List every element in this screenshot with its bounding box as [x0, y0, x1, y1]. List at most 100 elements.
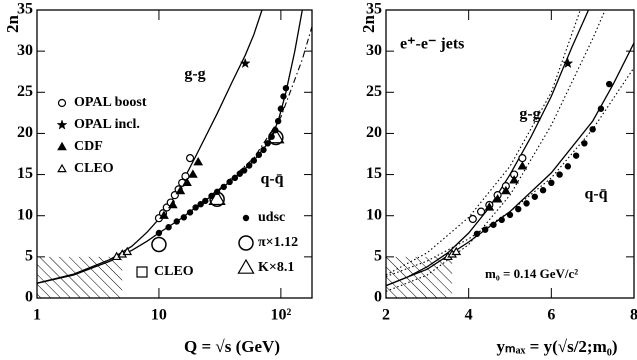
dot-marker — [240, 167, 248, 174]
x-tick-label: 2 — [382, 307, 390, 324]
x-axis-label: Q = √s (GeV) — [184, 337, 280, 356]
hatched-region — [37, 256, 123, 298]
y-tick-label: 15 — [17, 165, 33, 182]
dot-marker — [202, 197, 209, 205]
circle-marker — [476, 207, 486, 216]
legend-label: π×1.12 — [258, 235, 298, 250]
y-tick-label: 25 — [17, 83, 33, 100]
curve — [386, 10, 606, 292]
triangle-marker — [159, 210, 169, 219]
dot-marker — [539, 187, 547, 194]
dot-marker — [473, 230, 481, 238]
x-tick-label: 6 — [547, 307, 555, 324]
x-tick-label: 4 — [465, 307, 473, 324]
dot-marker — [197, 200, 204, 208]
x-tick-label: 10² — [270, 307, 291, 324]
dot-marker — [280, 93, 287, 100]
y-tick-label: 10 — [17, 206, 33, 223]
dot-marker — [581, 140, 588, 147]
dot-marker — [597, 105, 605, 112]
dot-marker — [155, 229, 163, 237]
x-tick-label: 1 — [33, 307, 41, 324]
dot-marker — [236, 170, 243, 177]
dot-marker — [165, 224, 172, 231]
dot-marker — [277, 105, 285, 112]
dot-marker — [250, 157, 258, 164]
plot-frame — [36, 9, 313, 299]
legend-marker — [238, 235, 254, 251]
x-tick-label: 8 — [630, 307, 637, 324]
dot-marker — [260, 146, 267, 154]
triangle-marker — [267, 128, 285, 144]
curve-label: g-g — [519, 106, 540, 123]
triangle-marker — [122, 246, 133, 256]
legend-marker — [57, 163, 67, 173]
triangle-marker — [208, 190, 226, 206]
star-marker — [562, 57, 574, 69]
legend-label: CLEO — [74, 161, 114, 176]
triangle-marker — [492, 194, 503, 203]
circle-marker — [518, 154, 527, 163]
curve-label: q-q̄ — [260, 171, 283, 188]
triangle-marker — [193, 157, 204, 166]
plot-area — [386, 10, 634, 298]
triangle-marker — [517, 161, 528, 170]
dot-marker — [192, 204, 199, 211]
dot-marker — [506, 211, 514, 219]
dot-marker — [226, 178, 233, 186]
y-tick-label: 20 — [366, 124, 382, 141]
dot-marker — [498, 216, 505, 224]
dot-marker — [180, 214, 188, 221]
triangle-marker — [451, 246, 462, 256]
plot-area — [37, 10, 312, 298]
y-tick-label: 15 — [366, 165, 382, 182]
dot-marker — [606, 80, 613, 88]
curve — [37, 10, 263, 284]
dot-marker — [515, 205, 522, 213]
curve — [216, 26, 312, 192]
dot-marker — [186, 209, 194, 216]
circle-marker — [185, 154, 195, 163]
dot-marker — [282, 84, 290, 92]
legend-marker — [57, 141, 67, 151]
circle-marker — [468, 214, 477, 224]
triangle-marker — [188, 169, 198, 178]
legend-marker — [57, 98, 67, 108]
circle-marker — [151, 236, 167, 253]
dot-marker — [231, 174, 239, 182]
legend-label: K×8.1 — [258, 260, 294, 275]
triangle-marker — [167, 199, 178, 209]
legend-square — [136, 266, 148, 278]
circle-marker — [181, 172, 190, 181]
y-tick-label: 0 — [374, 289, 382, 306]
dot-marker — [548, 179, 555, 186]
legend-label: CDF — [74, 139, 103, 154]
legend-label: udsc — [258, 210, 285, 225]
annotation: m₀ = 0.14 GeV/c² — [485, 266, 578, 281]
y-tick-label: 30 — [366, 42, 382, 59]
legend-label: OPAL boost — [74, 95, 147, 110]
dot-marker — [255, 151, 263, 159]
curve-label: q-q̄ — [584, 186, 607, 203]
triangle-marker — [175, 185, 186, 195]
y-tick-label: 35 — [366, 1, 382, 18]
dot-marker — [523, 200, 530, 207]
curve-label: g-g — [184, 66, 205, 83]
region-label: CLEO — [154, 264, 194, 279]
x-axis-label: yₘₐₓ = y(√s/2;m₀) — [496, 337, 617, 356]
dot-marker — [220, 183, 227, 191]
y-axis-label: 2n — [3, 14, 22, 33]
y-tick-label: 5 — [25, 248, 33, 265]
x-tick-label: 10 — [151, 307, 167, 324]
annotation: e⁺-e⁻ jets — [400, 36, 464, 53]
y-tick-label: 35 — [17, 1, 33, 18]
curve — [386, 42, 634, 287]
y-axis-label: 2n — [359, 14, 378, 33]
triangle-marker — [484, 202, 495, 211]
legend-marker — [242, 214, 250, 222]
triangle-marker — [182, 177, 192, 186]
dot-marker — [246, 162, 253, 169]
dot-marker — [274, 117, 282, 125]
